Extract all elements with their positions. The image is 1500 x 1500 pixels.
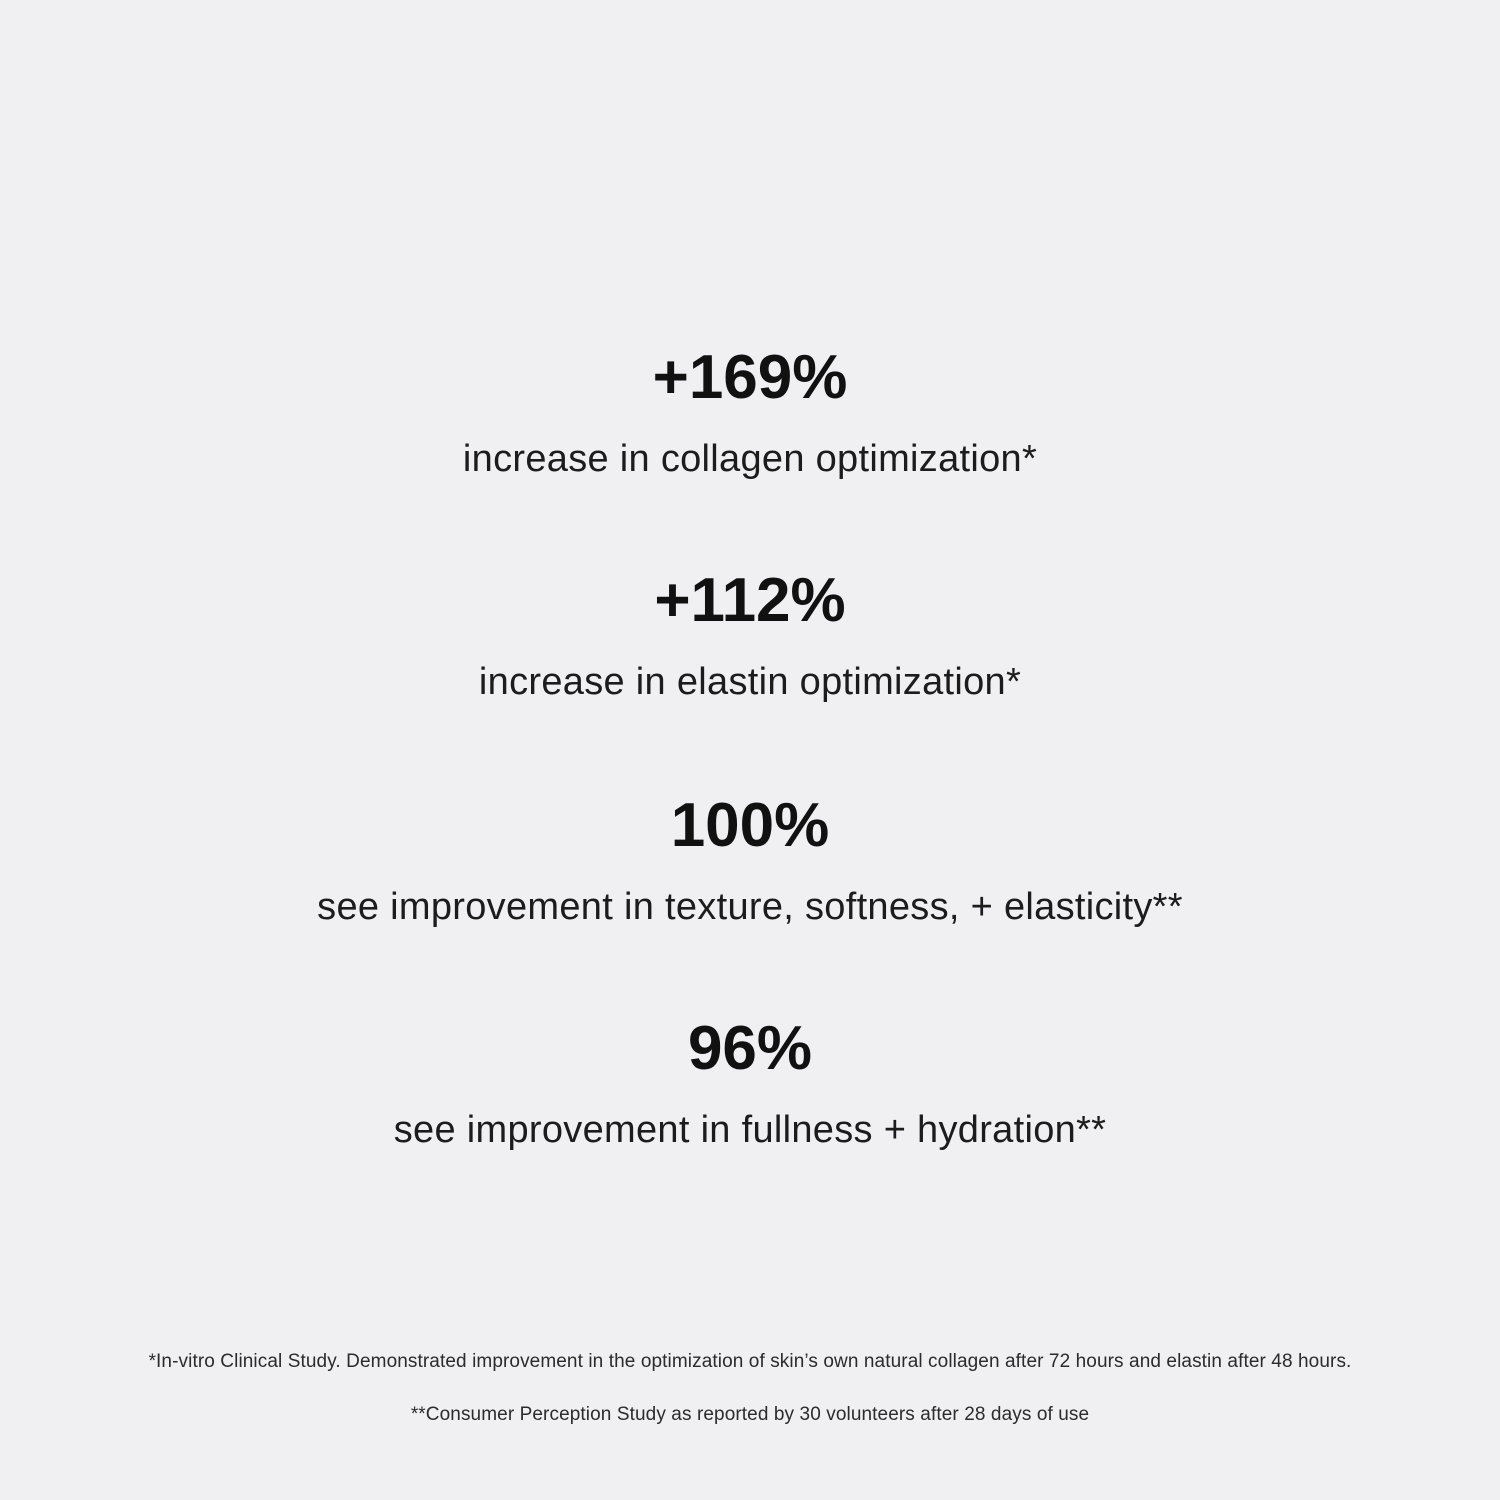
stat-block-elastin: +112% increase in elastin optimization* <box>0 570 1500 704</box>
stat-block-collagen: +169% increase in collagen optimization* <box>0 347 1500 481</box>
stat-label-fullness: see improvement in fullness + hydration*… <box>393 1109 1107 1151</box>
stat-label-collagen: increase in collagen optimization* <box>462 438 1038 480</box>
stat-value-fullness: 96% <box>687 1014 813 1083</box>
stat-value-texture: 100% <box>670 791 830 860</box>
stat-label-texture: see improvement in texture, softness, + … <box>317 886 1183 928</box>
footnote-consumer-study: **Consumer Perception Study as reported … <box>410 1404 1090 1425</box>
stat-value-collagen: +169% <box>652 343 848 412</box>
stat-label-elastin: increase in elastin optimization* <box>478 661 1022 703</box>
stat-block-texture: 100% see improvement in texture, softnes… <box>0 795 1500 929</box>
stat-value-elastin: +112% <box>654 566 846 635</box>
stat-block-fullness: 96% see improvement in fullness + hydrat… <box>0 1018 1500 1152</box>
footnote-clinical-study: *In-vitro Clinical Study. Demonstrated i… <box>148 1351 1352 1372</box>
